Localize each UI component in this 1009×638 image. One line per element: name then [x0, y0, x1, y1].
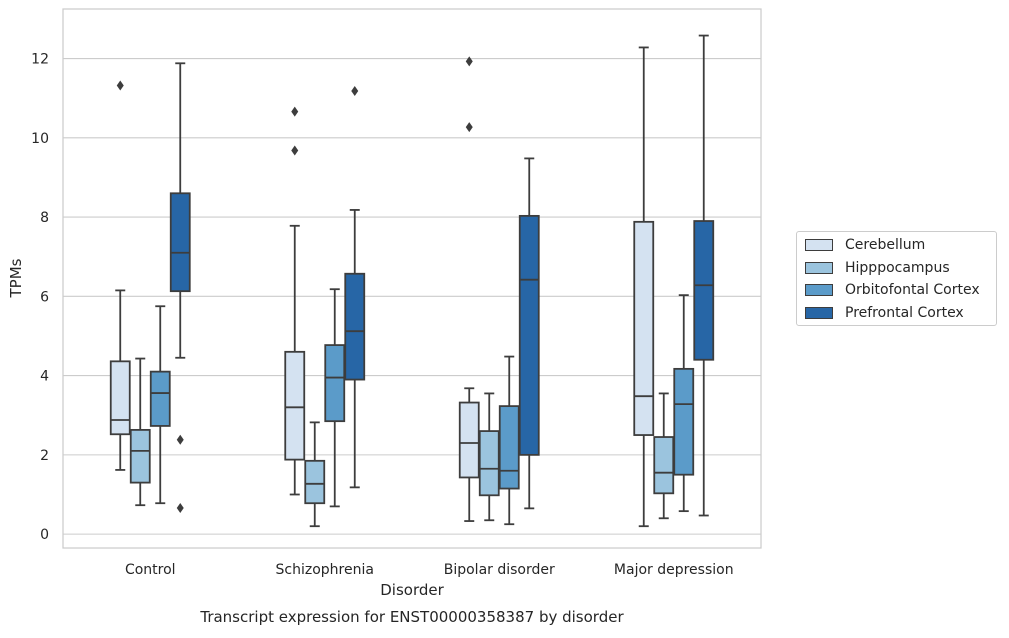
box-body	[149, 370, 171, 427]
box	[458, 56, 480, 522]
y-tick-label: 8	[40, 210, 49, 226]
legend-label-orbitofrontal: Orbitofontal Cortex	[845, 282, 980, 298]
box-body	[693, 220, 715, 361]
legend-swatch-hippocampus	[805, 262, 833, 274]
x-tick-label: Bipolar disorder	[444, 562, 555, 578]
box-body	[653, 436, 675, 495]
legend-item-cerebellum: Cerebellum	[805, 236, 925, 254]
y-tick-label: 12	[31, 52, 49, 68]
y-tick-labels: 0 2 4 6 8 10 12	[31, 52, 49, 544]
box	[129, 357, 151, 507]
x-tick-label: Major depression	[614, 562, 734, 578]
box	[673, 294, 695, 513]
legend-item-prefrontal: Prefrontal Cortex	[805, 304, 964, 322]
box-body	[478, 430, 500, 497]
legend-swatch-orbitofrontal	[805, 284, 833, 296]
box-body	[633, 220, 655, 436]
box	[518, 157, 540, 510]
box-body	[169, 192, 191, 293]
x-tick-labels: Control Schizophrenia Bipolar disorder Majo…	[125, 562, 734, 578]
legend-swatch-prefrontal	[805, 307, 833, 319]
outlier-point	[291, 145, 299, 156]
outlier-point	[291, 106, 299, 117]
box-body	[324, 344, 346, 423]
outlier-point	[465, 56, 473, 67]
box-body	[673, 367, 695, 476]
outlier-point	[176, 434, 184, 445]
box	[169, 62, 191, 513]
outlier-point	[116, 80, 124, 91]
box-body	[518, 214, 540, 456]
y-tick-label: 4	[40, 369, 49, 385]
box	[284, 106, 306, 496]
box	[324, 288, 346, 508]
box	[109, 80, 131, 471]
y-tick-label: 10	[31, 131, 49, 147]
box-body	[304, 459, 326, 505]
box-body	[284, 350, 306, 461]
y-axis-label: TPMs	[7, 258, 25, 298]
y-tick-label: 6	[40, 289, 49, 305]
box	[344, 86, 366, 489]
legend-label-hippocampus: Hipppocampus	[845, 260, 950, 276]
x-axis-label: Disorder	[380, 581, 444, 599]
box-body	[458, 401, 480, 479]
outlier-point	[176, 502, 184, 513]
box	[478, 392, 500, 522]
box	[653, 392, 675, 520]
outlier-point	[465, 122, 473, 133]
boxes	[109, 34, 715, 528]
legend: Cerebellum Hipppocampus Orbitofontal Cor…	[796, 231, 997, 326]
legend-label-prefrontal: Prefrontal Cortex	[845, 305, 964, 321]
y-tick-label: 0	[40, 527, 49, 543]
box	[304, 421, 326, 528]
box	[633, 46, 655, 528]
box-body	[109, 360, 131, 436]
legend-item-hippocampus: Hipppocampus	[805, 259, 950, 277]
box-body	[498, 405, 520, 490]
x-tick-label: Schizophrenia	[276, 562, 374, 578]
box	[693, 34, 715, 517]
chart-title: Transcript expression for ENST0000035838…	[199, 608, 624, 626]
box-body	[344, 272, 366, 381]
legend-swatch-cerebellum	[805, 239, 833, 251]
box	[498, 355, 520, 526]
box-body	[129, 428, 151, 484]
legend-label-cerebellum: Cerebellum	[845, 237, 926, 253]
box	[149, 305, 171, 505]
y-tick-label: 2	[40, 448, 49, 464]
legend-item-orbitofrontal: Orbitofontal Cortex	[805, 281, 980, 299]
outlier-point	[351, 86, 359, 97]
x-tick-label: Control	[125, 562, 176, 578]
